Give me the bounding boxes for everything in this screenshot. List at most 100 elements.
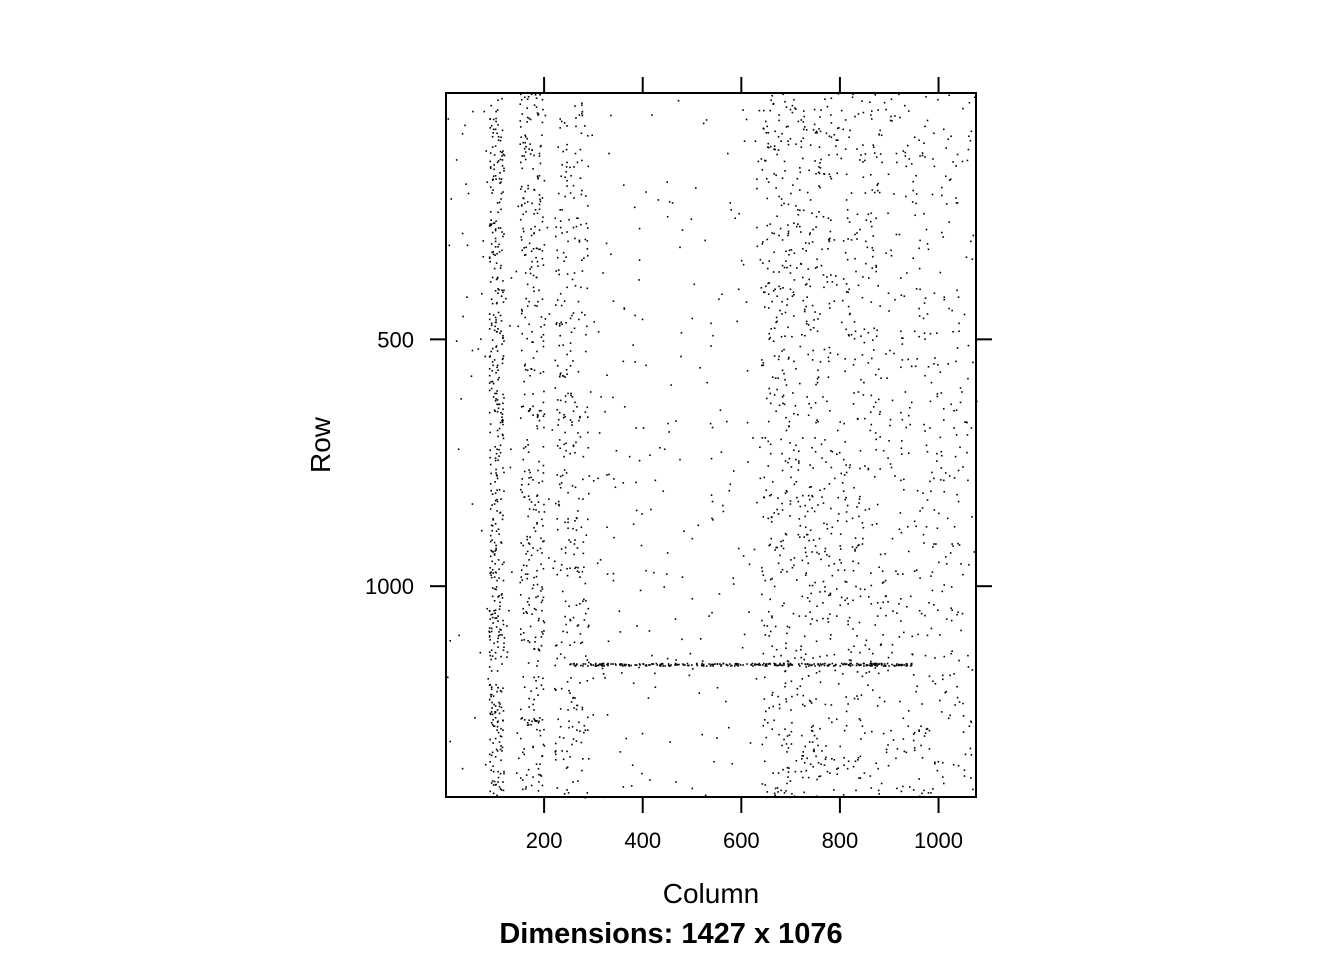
nonzero-point	[854, 257, 856, 260]
nonzero-point	[495, 468, 497, 471]
nonzero-point	[868, 596, 870, 598]
nonzero-point	[561, 164, 563, 166]
nonzero-point	[933, 603, 935, 606]
nonzero-point	[586, 406, 589, 409]
nonzero-point	[604, 410, 606, 413]
nonzero-point	[560, 321, 562, 324]
nonzero-point	[828, 564, 830, 567]
nonzero-point	[974, 96, 976, 99]
nonzero-point	[821, 457, 823, 459]
nonzero-point	[830, 634, 832, 636]
nonzero-point	[466, 296, 468, 298]
nonzero-point	[902, 150, 905, 152]
nonzero-point	[801, 678, 804, 680]
nonzero-point	[762, 362, 765, 364]
nonzero-point	[497, 781, 499, 783]
nonzero-point	[849, 662, 851, 665]
nonzero-point	[858, 664, 861, 667]
nonzero-point	[761, 566, 763, 569]
nonzero-point	[539, 198, 541, 201]
nonzero-point	[845, 464, 847, 466]
nonzero-point	[501, 231, 503, 233]
nonzero-point	[565, 171, 567, 173]
nonzero-point	[543, 745, 546, 747]
nonzero-point	[763, 291, 765, 294]
nonzero-point	[535, 97, 538, 100]
nonzero-point	[490, 576, 493, 579]
nonzero-point	[791, 721, 793, 724]
nonzero-point	[564, 415, 566, 418]
nonzero-point	[826, 281, 829, 283]
nonzero-point	[889, 119, 892, 122]
nonzero-point	[793, 412, 795, 415]
nonzero-point	[491, 347, 494, 350]
nonzero-point	[662, 490, 665, 493]
nonzero-point	[532, 584, 535, 586]
nonzero-point	[630, 664, 632, 667]
nonzero-point	[952, 161, 954, 163]
nonzero-point	[767, 420, 770, 423]
nonzero-point	[908, 786, 911, 788]
nonzero-point	[829, 613, 831, 615]
nonzero-point	[881, 161, 883, 164]
nonzero-point	[488, 256, 491, 259]
nonzero-point	[800, 662, 803, 665]
nonzero-point	[843, 422, 845, 425]
nonzero-point	[500, 208, 502, 211]
nonzero-point	[808, 403, 810, 405]
nonzero-point	[767, 146, 770, 149]
nonzero-point	[934, 762, 936, 765]
nonzero-point	[537, 660, 539, 662]
nonzero-point	[962, 702, 964, 705]
nonzero-point	[891, 120, 893, 122]
nonzero-point	[772, 705, 774, 708]
nonzero-point	[575, 664, 578, 666]
nonzero-point	[871, 664, 874, 667]
nonzero-point	[884, 595, 887, 598]
nonzero-point	[970, 427, 973, 429]
nonzero-point	[521, 491, 524, 494]
nonzero-point	[881, 570, 884, 572]
nonzero-point	[785, 698, 787, 700]
nonzero-point	[556, 249, 559, 252]
nonzero-point	[852, 364, 855, 366]
nonzero-point	[539, 162, 542, 165]
nonzero-point	[516, 732, 519, 734]
nonzero-point	[590, 664, 593, 666]
nonzero-point	[669, 665, 671, 667]
nonzero-point	[534, 640, 536, 643]
nonzero-point	[538, 203, 541, 206]
nonzero-point	[958, 544, 961, 546]
nonzero-point	[771, 616, 773, 619]
nonzero-point	[492, 551, 494, 553]
nonzero-point	[786, 490, 788, 493]
nonzero-point	[581, 708, 584, 711]
nonzero-point	[566, 161, 568, 164]
nonzero-point	[574, 105, 576, 107]
nonzero-point	[786, 625, 789, 628]
nonzero-point	[712, 663, 715, 666]
nonzero-point	[848, 136, 850, 139]
nonzero-point	[811, 618, 813, 620]
nonzero-point	[497, 528, 500, 531]
nonzero-point	[774, 377, 777, 379]
nonzero-point	[574, 285, 577, 287]
nonzero-point	[783, 738, 785, 741]
nonzero-point	[492, 118, 495, 121]
nonzero-point	[493, 576, 496, 578]
nonzero-point	[499, 150, 502, 153]
nonzero-point	[495, 547, 497, 550]
nonzero-point	[572, 184, 575, 187]
nonzero-point	[490, 219, 492, 221]
nonzero-point	[496, 109, 499, 111]
nonzero-point	[835, 663, 837, 666]
nonzero-point	[542, 415, 545, 417]
nonzero-point	[845, 290, 848, 293]
nonzero-point	[533, 647, 535, 650]
nonzero-point	[755, 678, 758, 680]
nonzero-point	[858, 718, 861, 720]
nonzero-point	[763, 698, 766, 700]
nonzero-point	[882, 601, 884, 604]
nonzero-point	[885, 353, 887, 355]
nonzero-point	[877, 663, 879, 666]
